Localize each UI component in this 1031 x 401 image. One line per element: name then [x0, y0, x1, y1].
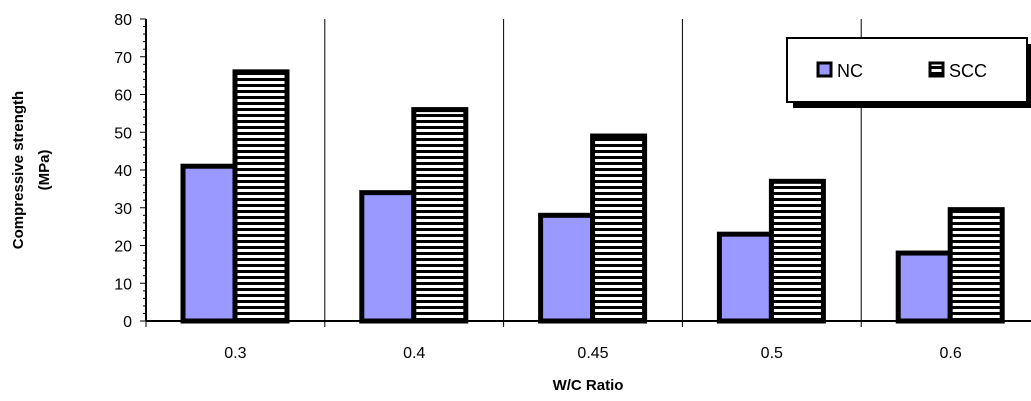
bar-scc-0-4 — [411, 107, 469, 324]
y-axis-title-line-2: (MPa) — [36, 150, 53, 191]
bar-nc-0-3 — [180, 163, 238, 324]
legend-swatch-scc — [928, 61, 945, 78]
x-tick-labels: 0.3 0.4 0.45 0.5 0.6 — [224, 345, 962, 362]
bar-scc-0-6 — [947, 207, 1005, 324]
y-tick-label: 60 — [114, 88, 132, 105]
x-tick-label: 0.5 — [761, 345, 783, 362]
x-tick-label: 0.4 — [403, 345, 425, 362]
y-tick-label: 80 — [114, 12, 132, 29]
bar-nc-0-45 — [538, 212, 596, 324]
legend-label-nc: NC — [837, 61, 863, 81]
y-tick-label: 0 — [123, 314, 132, 331]
bar-scc-0-45 — [590, 133, 648, 324]
bars — [180, 69, 1005, 324]
y-tick-label: 70 — [114, 50, 132, 67]
axes — [140, 18, 1031, 327]
legend-label-scc: SCC — [949, 61, 987, 81]
y-tick-label: 20 — [114, 239, 132, 256]
y-axis-title: Compressive strength (MPa) — [10, 91, 53, 249]
bar-nc-0-4 — [359, 190, 417, 324]
y-axis-title-line-1: Compressive strength — [10, 91, 27, 249]
y-tick-label: 30 — [114, 201, 132, 218]
bar-nc-0-6 — [895, 250, 953, 324]
x-tick-label: 0.3 — [224, 345, 246, 362]
y-tick-label: 10 — [114, 276, 132, 293]
y-tick-labels: 0 10 20 30 40 50 60 70 80 — [114, 12, 132, 331]
y-tick-label: 50 — [114, 125, 132, 142]
x-tick-label: 0.45 — [577, 345, 608, 362]
bar-nc-0-5 — [716, 231, 774, 324]
legend-swatch-nc — [816, 61, 833, 78]
x-tick-label: 0.6 — [939, 345, 961, 362]
legend: NC SCC — [786, 37, 1031, 108]
bar-scc-0-3 — [232, 69, 290, 324]
bar-scc-0-5 — [768, 178, 826, 324]
x-axis-title: W/C Ratio — [553, 377, 624, 394]
y-tick-label: 40 — [114, 163, 132, 180]
